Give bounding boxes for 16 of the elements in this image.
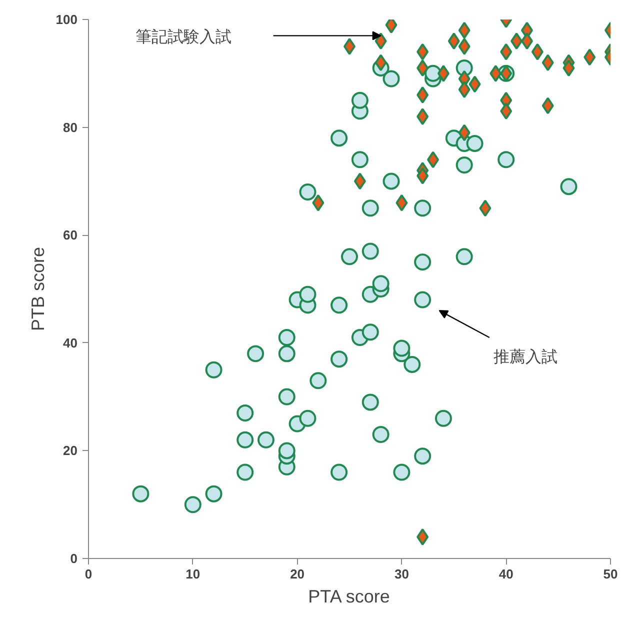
y-tick-label: 0 bbox=[70, 551, 78, 566]
x-tick-label: 30 bbox=[394, 566, 409, 582]
x-tick-label: 0 bbox=[84, 566, 92, 582]
y-tick-label: 60 bbox=[63, 228, 78, 243]
y-axis-title: PTB score bbox=[28, 246, 48, 332]
x-tick-label: 40 bbox=[498, 566, 514, 582]
y-tick-label: 20 bbox=[63, 443, 78, 458]
annotation: 筆記試験入試 bbox=[135, 27, 232, 46]
y-tick-label: 80 bbox=[63, 120, 78, 135]
x-tick-label: 20 bbox=[290, 566, 305, 582]
x-tick-label: 50 bbox=[603, 566, 618, 582]
y-tick-label: 40 bbox=[63, 335, 78, 350]
y-tick-label: 100 bbox=[56, 12, 78, 27]
x-tick-label: 10 bbox=[186, 566, 200, 582]
x-axis-title: PTA score bbox=[308, 586, 390, 606]
annotation: 推薦入試 bbox=[494, 346, 558, 366]
